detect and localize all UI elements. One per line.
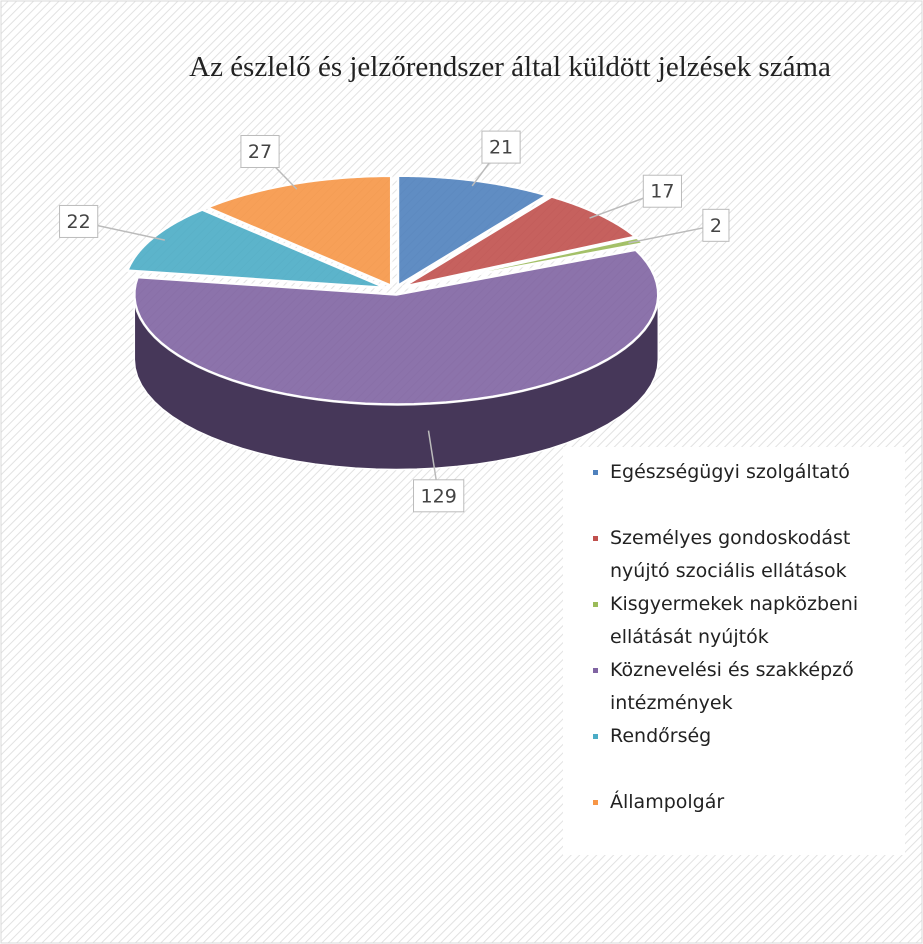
label-box xyxy=(59,204,99,238)
legend-label: Köznevelési és szakképző intézmények xyxy=(610,659,854,714)
legend-item: Állampolgár xyxy=(563,786,905,852)
label-box xyxy=(413,479,465,513)
label-text: 2 xyxy=(710,215,722,237)
legend-label: Személyes gondoskodást nyújtó szociális … xyxy=(610,527,851,582)
data-label: 2 xyxy=(628,208,730,244)
legend-swatch xyxy=(593,800,598,805)
data-label: 129 xyxy=(413,430,465,513)
legend-label: Kisgyermekek napközbeni ellátását nyújtó… xyxy=(610,593,859,648)
legend-item: Személyes gondoskodást nyújtó szociális … xyxy=(563,522,905,588)
legend-swatch xyxy=(593,668,598,673)
legend-item: Kisgyermekek napközbeni ellátását nyújtó… xyxy=(563,588,905,654)
legend: Egészségügyi szolgáltató Személyes gondos… xyxy=(563,447,905,855)
legend-swatch xyxy=(593,734,598,739)
data-label: 21 xyxy=(471,130,521,187)
label-text: 21 xyxy=(489,137,513,159)
label-box xyxy=(642,174,682,208)
data-label: 22 xyxy=(59,204,165,241)
label-text: 129 xyxy=(421,485,457,507)
legend-item: Egészségügyi szolgáltató xyxy=(563,456,905,522)
legend-label: Rendőrség xyxy=(610,725,712,747)
label-box xyxy=(702,208,730,242)
label-box xyxy=(481,130,521,164)
label-text: 22 xyxy=(67,211,91,233)
legend-swatch xyxy=(593,536,598,541)
label-text: 17 xyxy=(650,181,674,203)
data-label: 17 xyxy=(589,174,682,219)
label-box xyxy=(240,134,280,168)
legend-label: Egészségügyi szolgáltató xyxy=(610,461,850,483)
leader-line xyxy=(628,224,717,244)
data-label: 27 xyxy=(240,134,298,190)
slice xyxy=(133,248,660,406)
legend-item: Köznevelési és szakképző intézmények xyxy=(563,654,905,720)
legend-label: Állampolgár xyxy=(610,791,725,813)
legend-swatch xyxy=(593,470,598,475)
legend-swatch xyxy=(593,602,598,607)
legend-item: Rendőrség xyxy=(563,720,905,786)
label-text: 27 xyxy=(248,141,272,163)
chart-title: Az észlelő és jelzőrendszer által küldöt… xyxy=(189,51,831,83)
